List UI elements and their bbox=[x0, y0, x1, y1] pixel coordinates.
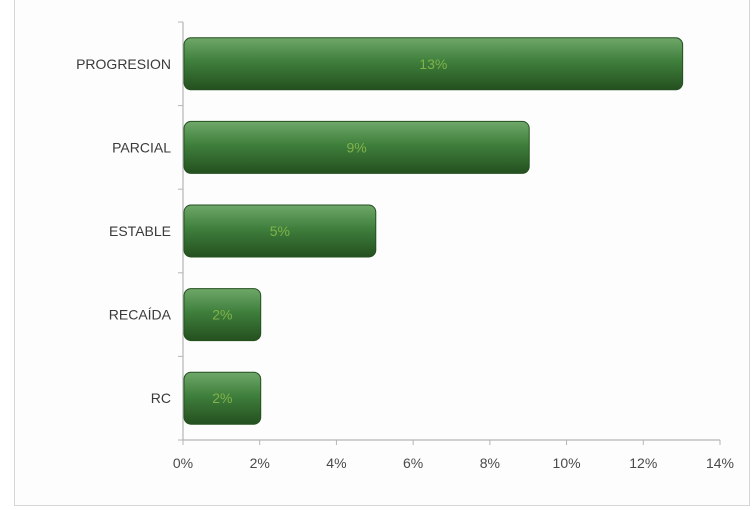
data-label: 9% bbox=[346, 139, 366, 155]
x-tick-label: 10% bbox=[553, 455, 581, 471]
category-label: RECAÍDA bbox=[109, 307, 172, 323]
data-label: 2% bbox=[212, 390, 232, 406]
bar bbox=[183, 204, 377, 258]
x-tick-label: 8% bbox=[480, 455, 500, 471]
category-label: ESTABLE bbox=[109, 223, 171, 239]
data-label: 13% bbox=[419, 56, 447, 72]
x-tick-label: 2% bbox=[250, 455, 270, 471]
tick-labels-group: 0% 2% 4% 6% 8% 10% 12% 14% bbox=[173, 455, 734, 471]
x-tick-label: 14% bbox=[706, 455, 734, 471]
data-label: 5% bbox=[270, 223, 290, 239]
data-label: 2% bbox=[212, 307, 232, 323]
bar bbox=[183, 37, 684, 91]
category-label: PROGRESION bbox=[76, 56, 171, 72]
bar bbox=[183, 120, 530, 174]
axes-group bbox=[178, 21, 721, 445]
bar bbox=[183, 288, 262, 342]
category-label: PARCIAL bbox=[112, 139, 171, 155]
category-labels-group: PROGRESION PARCIAL ESTABLE RECAÍDA RC bbox=[76, 56, 172, 406]
bars-group bbox=[183, 37, 684, 425]
data-labels-group: 13% 9% 5% 2% 2% bbox=[212, 56, 447, 406]
x-tick-label: 4% bbox=[326, 455, 346, 471]
bar bbox=[183, 371, 262, 425]
category-label: RC bbox=[151, 390, 171, 406]
x-tick-label: 0% bbox=[173, 455, 193, 471]
x-tick-label: 6% bbox=[403, 455, 423, 471]
x-tick-label: 12% bbox=[629, 455, 657, 471]
